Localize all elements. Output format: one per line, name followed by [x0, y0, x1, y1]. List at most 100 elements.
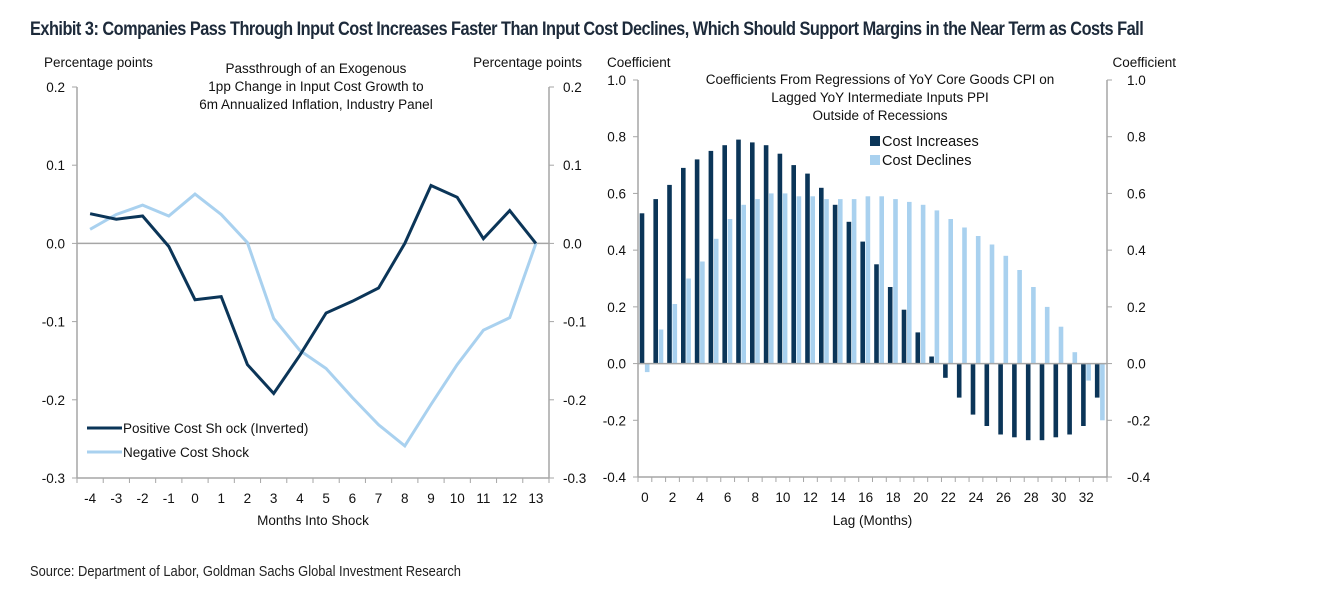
bar-x-tick-label: 22	[941, 490, 956, 505]
y-tick-label-left: 0.0	[46, 236, 65, 251]
bar-cost-increases	[1081, 363, 1086, 426]
bar-x-tick-label: 20	[913, 490, 928, 505]
series-line-negative-cost-shock	[89, 192, 538, 449]
x-tick-label: 7	[375, 491, 383, 506]
bar-cost-declines	[755, 199, 760, 364]
bar-y-tick-label-right: -0.2	[1127, 413, 1150, 428]
bar-cost-increases	[708, 150, 714, 364]
bar-y-tick-label-right: 0.8	[1127, 130, 1146, 145]
bar-x-tick-label: 6	[724, 490, 732, 505]
bar-cost-increases	[887, 287, 893, 364]
x-tick-label: 1	[217, 491, 225, 506]
source-note: Source: Department of Labor, Goldman Sac…	[30, 563, 461, 580]
y-tick-label-left: 0.2	[46, 80, 65, 95]
bar-cost-declines	[934, 210, 940, 364]
bar-x-axis-title: Lag (Months)	[833, 513, 913, 528]
bar-cost-increases	[915, 332, 921, 364]
bar-cost-declines	[865, 196, 871, 364]
y-tick-label-right: -0.2	[563, 393, 586, 408]
bar-y-tick-label-left: -0.2	[603, 413, 626, 428]
bar-cost-increases	[681, 167, 686, 364]
x-tick-label: 13	[528, 491, 543, 506]
bar-cost-declines	[686, 278, 691, 364]
bar-y-tick-label-left: 0.8	[607, 130, 626, 145]
bar-cost-declines	[975, 236, 981, 364]
y-tick-label-right: 0.2	[563, 80, 582, 95]
bar-cost-declines	[838, 199, 843, 364]
bar-cost-increases	[736, 139, 741, 364]
bar-y-axis-title-right: Coefficient	[1112, 55, 1176, 70]
y-tick-label-right: -0.3	[563, 471, 586, 486]
bar-cost-increases	[998, 363, 1003, 435]
bar-cost-declines	[700, 261, 705, 364]
x-tick-label: 0	[191, 491, 199, 506]
bar-y-tick-label-left: -0.4	[603, 470, 627, 485]
bar-cost-increases	[750, 142, 755, 364]
x-axis-title: Months Into Shock	[257, 513, 369, 528]
x-tick-label: 3	[270, 491, 278, 506]
bar-y-tick-label-left: 0.4	[607, 243, 626, 258]
bar-x-tick-label: 4	[696, 490, 704, 505]
bar-cost-declines	[741, 204, 746, 364]
bar-cost-increases	[777, 153, 783, 364]
bar-cost-declines	[1003, 255, 1009, 364]
x-tick-label: 5	[322, 491, 330, 506]
bar-y-tick-label-right: 0.6	[1127, 186, 1146, 201]
bar-y-tick-label-right: 0.4	[1127, 243, 1146, 258]
legend-label: Negative Cost Shock	[123, 445, 249, 460]
bar-cost-declines	[1017, 270, 1022, 364]
bar-y-tick-label-right: 0.2	[1127, 300, 1146, 315]
bar-cost-declines	[920, 204, 926, 364]
bar-cost-declines	[851, 199, 857, 364]
exhibit-title: Exhibit 3: Companies Pass Through Input …	[30, 19, 1144, 40]
bar-x-tick-label: 8	[751, 490, 759, 505]
bar-legend-label: Cost Increases	[882, 134, 979, 150]
bar-cost-declines	[893, 199, 898, 364]
bar-x-tick-label: 12	[803, 490, 818, 505]
bar-cost-declines	[769, 193, 774, 364]
bar-cost-declines	[727, 219, 733, 364]
bar-cost-declines	[1086, 363, 1091, 381]
chart-title-line: 1pp Change in Input Cost Growth to	[208, 79, 423, 94]
y-axis-title-right: Percentage points	[473, 55, 582, 70]
bar-y-axis-title-left: Coefficient	[607, 55, 671, 70]
bar-cost-increases	[1039, 363, 1045, 441]
x-tick-label: 12	[502, 491, 517, 506]
bar-cost-increases	[956, 363, 962, 398]
bar-x-tick-label: 18	[886, 490, 901, 505]
bar-cost-increases	[639, 213, 645, 364]
x-tick-label: 11	[476, 491, 490, 506]
bar-cost-increases	[929, 356, 934, 364]
bar-cost-increases	[667, 184, 672, 364]
y-axis-title-left: Percentage points	[44, 55, 153, 70]
bar-cost-declines	[989, 244, 995, 364]
chart-title-line: 6m Annualized Inflation, Industry Panel	[199, 97, 432, 112]
x-tick-label: 8	[401, 491, 409, 506]
chart-title-line: Passthrough of an Exogenous	[226, 61, 407, 76]
bar-y-tick-label-left: 0.2	[607, 300, 626, 315]
bar-cost-declines	[907, 201, 912, 364]
bar-x-tick-label: 16	[858, 490, 873, 505]
y-tick-label-left: 0.1	[46, 158, 65, 173]
x-tick-label: 2	[244, 491, 252, 506]
bar-legend-swatch	[870, 136, 880, 146]
bar-cost-declines	[672, 304, 678, 364]
bar-cost-increases	[1067, 363, 1072, 435]
bar-cost-declines	[782, 193, 788, 364]
bar-cost-increases	[832, 204, 838, 364]
bar-cost-declines	[658, 329, 664, 364]
bar-cost-declines	[879, 196, 884, 364]
bar-y-tick-label-left: 1.0	[607, 73, 626, 88]
bar-cost-increases	[901, 309, 907, 364]
bar-cost-declines	[644, 363, 650, 373]
bar-cost-increases	[1094, 363, 1100, 398]
legend-label: Positive Cost Sh ock (Inverted)	[123, 421, 308, 436]
bar-cost-increases	[970, 363, 976, 415]
bar-cost-declines	[1072, 352, 1078, 364]
bar-cost-increases	[791, 165, 796, 364]
y-tick-label-left: -0.3	[42, 471, 65, 486]
bar-legend-swatch	[870, 155, 880, 165]
x-tick-label: -2	[137, 491, 149, 506]
bar-cost-increases	[874, 264, 879, 364]
